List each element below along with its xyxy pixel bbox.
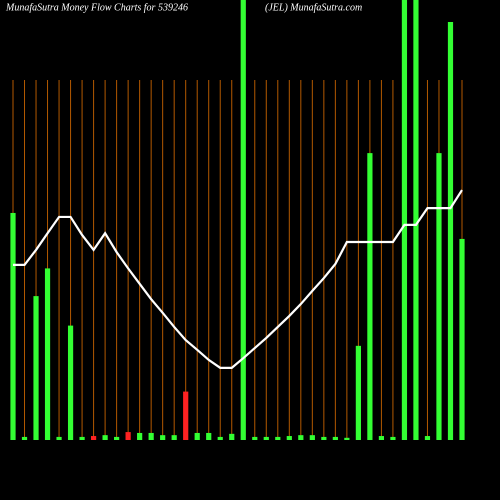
bar [137, 432, 143, 440]
bar [160, 435, 166, 440]
bar [240, 0, 246, 440]
bar [263, 436, 269, 440]
bar [447, 22, 454, 440]
bar [286, 436, 292, 440]
bar [309, 435, 315, 440]
bar [321, 436, 327, 440]
money-flow-line [13, 189, 463, 369]
bar [390, 436, 396, 440]
bar [401, 0, 408, 440]
bar [217, 436, 223, 440]
bar [21, 436, 28, 440]
chart-subtitle: (JEL) MunafaSutra.com [265, 2, 362, 13]
bar [275, 436, 281, 440]
bar [252, 436, 258, 440]
bar [56, 436, 62, 440]
bar [44, 268, 51, 440]
bar [33, 296, 39, 440]
bar [459, 238, 465, 440]
bar [367, 153, 373, 440]
bar [424, 436, 431, 440]
bar [67, 325, 74, 440]
bar [194, 432, 200, 440]
bar [125, 432, 131, 440]
bar [206, 432, 212, 440]
bar [114, 436, 120, 440]
bar [102, 435, 108, 440]
bar [298, 435, 304, 440]
bar [436, 153, 442, 440]
bar [332, 436, 338, 440]
bar [148, 432, 154, 440]
bar [10, 212, 16, 440]
bar [90, 436, 97, 440]
bar [413, 0, 419, 440]
bar [355, 345, 361, 440]
bar [378, 436, 385, 440]
bar [79, 436, 85, 440]
bar [344, 437, 350, 440]
bar [229, 433, 235, 440]
bar [183, 391, 189, 440]
chart-title: MunafaSutra Money Flow Charts for 539246 [5, 2, 188, 13]
bar [171, 435, 177, 440]
